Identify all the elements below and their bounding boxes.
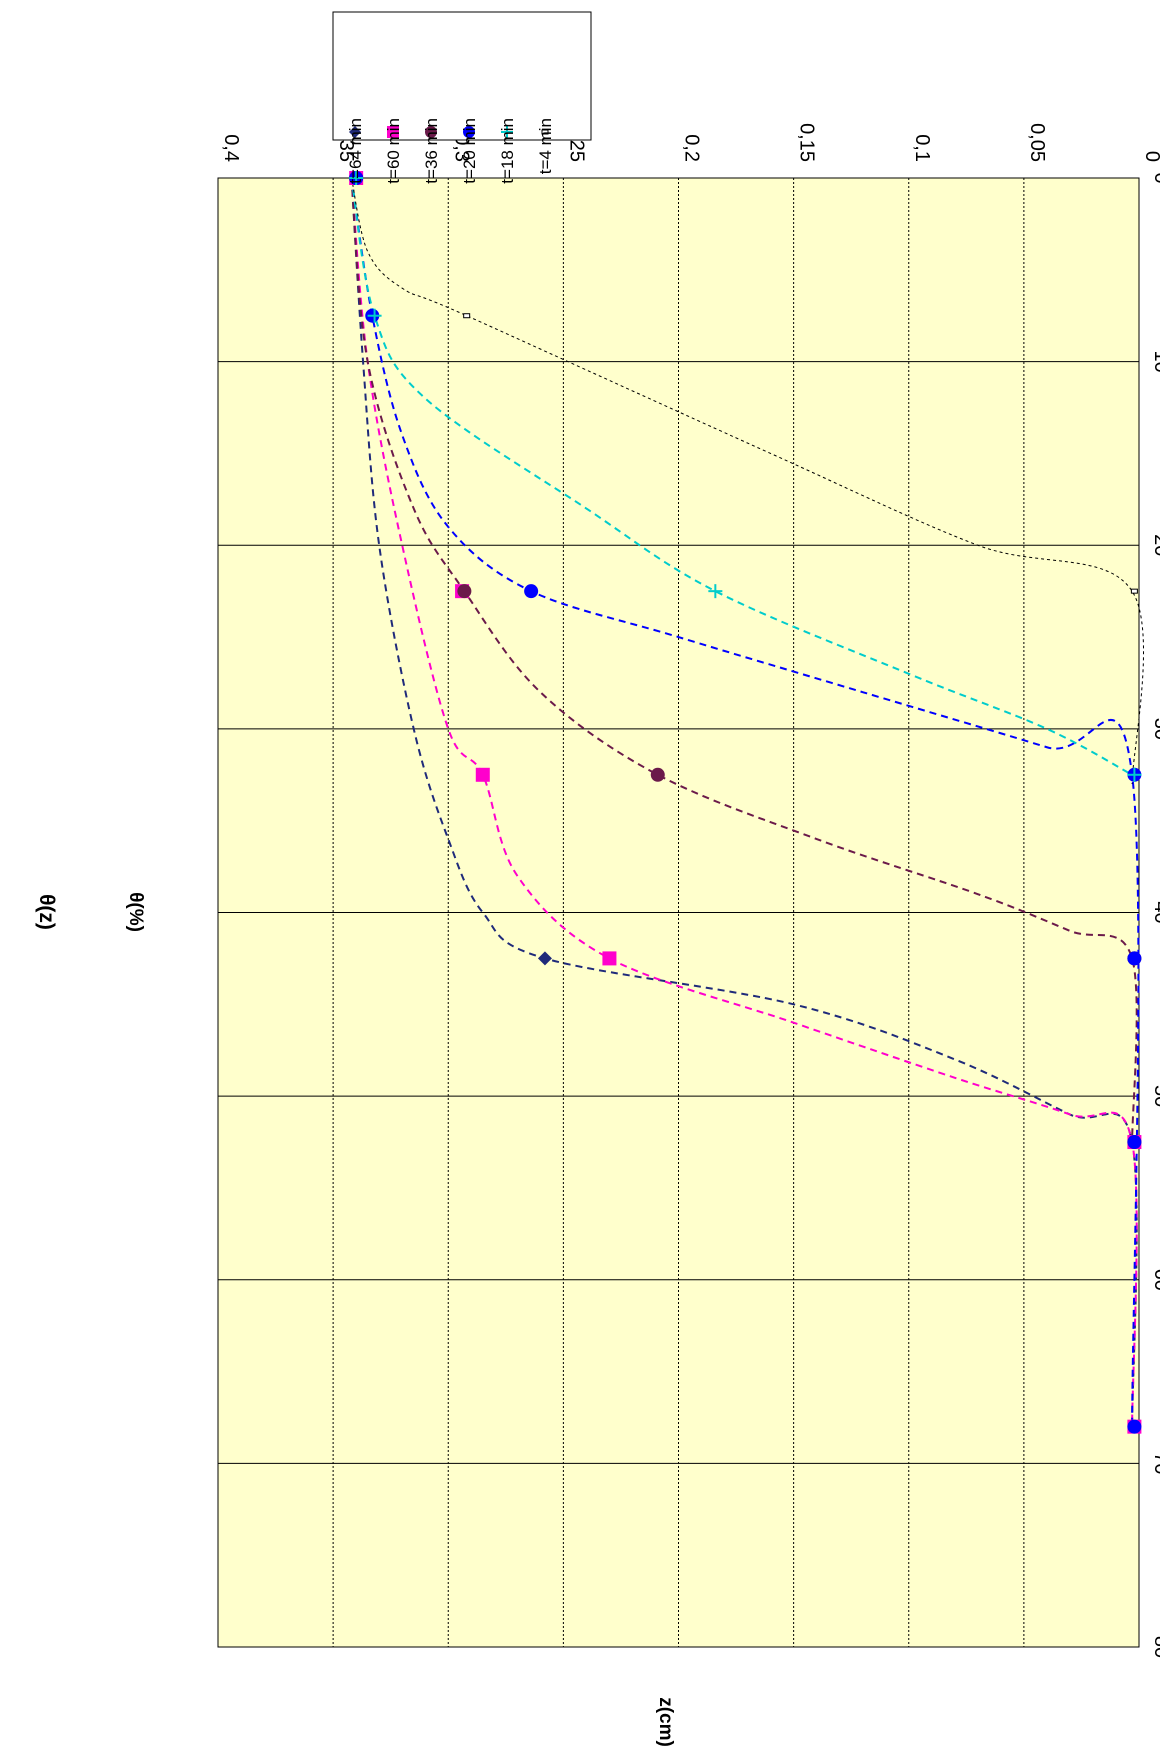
- marker-s3-p5: [1127, 1135, 1142, 1150]
- legend-label-1: t=60 min: [384, 118, 403, 184]
- y-tick-label: 0,05: [1026, 123, 1048, 162]
- legend-marker-1: [387, 126, 399, 138]
- marker-s2-p2: [650, 767, 665, 782]
- marker-s3-p2: [524, 584, 539, 599]
- marker-s4-p2: [708, 584, 723, 599]
- marker-s1-p2: [475, 767, 490, 782]
- legend-box: [332, 11, 592, 141]
- y-tick-label: 0: [1141, 151, 1160, 162]
- x-tick-label: 30: [1150, 718, 1160, 740]
- x-tick-labels: 0 10 20 30 40 50 60 70 80: [1150, 172, 1160, 1658]
- legend-label-3: t=20 min: [460, 118, 479, 184]
- legend-label-2: t=36 min: [422, 118, 441, 184]
- legend-marker-4: [501, 126, 513, 138]
- x-axis-title: z(cm): [655, 1697, 676, 1746]
- series-line-0: [350, 177, 1138, 1427]
- legend-label-5: t=4 min: [536, 118, 555, 174]
- marker-s4-p3: [1127, 767, 1142, 782]
- x-tick-label: 20: [1150, 534, 1160, 556]
- x-tick-label: 50: [1150, 1085, 1160, 1107]
- marker-s5-p0: [463, 313, 471, 319]
- series-line-1: [350, 177, 1138, 1427]
- y-axis-title: θ(%): [125, 892, 146, 932]
- x-tick-label: 40: [1150, 901, 1160, 923]
- marker-s0-p1: [537, 951, 552, 966]
- legend-label-0: t=64 min: [346, 118, 365, 184]
- series-markers: [349, 171, 1142, 1434]
- x-tick-label: 70: [1150, 1452, 1160, 1474]
- marker-s3-p4: [1127, 951, 1142, 966]
- y-tick-label: 0,2: [681, 134, 703, 162]
- series-curves: [350, 177, 1145, 1427]
- marker-s3-p6: [1127, 1419, 1142, 1434]
- marker-s1-p3: [602, 951, 617, 966]
- marker-s4-p0: [349, 171, 364, 185]
- x-tick-label: 60: [1150, 1269, 1160, 1291]
- legend-marker-3: [463, 126, 475, 138]
- series-line-2: [350, 177, 1138, 1143]
- y-tick-label: 0,4: [220, 134, 242, 162]
- marker-s4-p1: [367, 308, 382, 323]
- y-tick-label: 0,3: [450, 134, 472, 162]
- x-tick-label: 10: [1150, 351, 1160, 373]
- x-tick-label: 80: [1150, 1636, 1160, 1658]
- legend-label-4: t=18 min: [498, 118, 517, 184]
- marker-s2-p1: [457, 584, 472, 599]
- marker-s5-p1: [1130, 588, 1138, 594]
- legend-marker-2: [425, 126, 437, 138]
- series-line-3: [350, 177, 1140, 1427]
- x-tick-label: 0: [1150, 172, 1160, 183]
- series-line-4: [350, 177, 1133, 776]
- legend-marker-5: [541, 129, 549, 135]
- legend: t=64 min t=60 min t=36 min t=20 min t=18 min…: [332, 11, 592, 184]
- grid: [218, 178, 1139, 1647]
- chart-title: θ(z): [35, 894, 58, 930]
- legend-marker-0: [349, 126, 361, 138]
- y-tick-label: 0,15: [796, 123, 818, 162]
- y-tick-label: 0,1: [911, 134, 933, 162]
